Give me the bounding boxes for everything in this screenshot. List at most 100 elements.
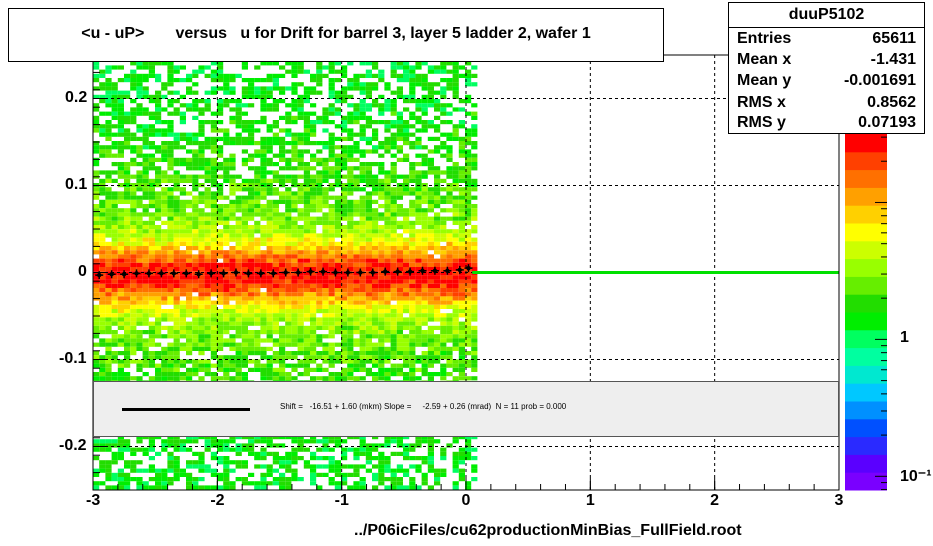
heatmap-cell xyxy=(322,241,329,246)
heatmap-cell xyxy=(254,237,261,242)
heatmap-cell xyxy=(390,283,397,288)
heatmap-cell xyxy=(173,376,180,381)
heatmap-cell xyxy=(347,271,354,276)
heatmap-cell xyxy=(130,288,137,293)
heatmap-cell xyxy=(266,317,273,322)
heatmap-cell xyxy=(235,246,242,251)
heatmap-cell xyxy=(359,477,366,482)
heatmap-cell xyxy=(192,317,199,322)
heatmap-cell xyxy=(427,300,434,305)
heatmap-cell xyxy=(297,258,304,263)
heatmap-cell xyxy=(297,275,304,280)
heatmap-cell xyxy=(130,132,137,137)
heatmap-cell xyxy=(434,107,441,112)
heatmap-cell xyxy=(353,325,360,330)
heatmap-cell xyxy=(316,241,323,246)
heatmap-cell xyxy=(384,82,391,87)
heatmap-cell xyxy=(316,456,323,461)
heatmap-cell xyxy=(93,187,100,192)
heatmap-cell xyxy=(396,237,403,242)
heatmap-cell xyxy=(409,199,416,204)
heatmap-cell xyxy=(248,216,255,221)
heatmap-cell xyxy=(465,73,472,78)
heatmap-cell xyxy=(390,233,397,238)
heatmap-cell xyxy=(452,94,459,99)
heatmap-cell xyxy=(316,204,323,209)
heatmap-cell xyxy=(396,292,403,297)
heatmap-cell xyxy=(396,321,403,326)
heatmap-cell xyxy=(142,90,149,95)
heatmap-cell xyxy=(440,145,447,150)
heatmap-cell xyxy=(415,288,422,293)
heatmap-cell xyxy=(173,216,180,221)
heatmap-cell xyxy=(384,267,391,272)
heatmap-cell xyxy=(198,250,205,255)
heatmap-cell xyxy=(334,472,341,477)
heatmap-cell xyxy=(192,296,199,301)
heatmap-cell xyxy=(210,149,217,154)
heatmap-cell xyxy=(130,338,137,343)
heatmap-cell xyxy=(260,447,267,452)
heatmap-cell xyxy=(217,359,224,364)
heatmap-cell xyxy=(396,225,403,230)
heatmap-cell xyxy=(223,309,230,314)
heatmap-cell xyxy=(372,262,379,267)
heatmap-cell xyxy=(173,439,180,444)
heatmap-cell xyxy=(272,275,279,280)
heatmap-cell xyxy=(105,191,112,196)
heatmap-cell xyxy=(111,275,118,280)
heatmap-cell xyxy=(353,468,360,473)
heatmap-cell xyxy=(458,178,465,183)
heatmap-cell xyxy=(390,351,397,356)
heatmap-cell xyxy=(291,355,298,360)
heatmap-cell xyxy=(359,334,366,339)
heatmap-cell xyxy=(316,183,323,188)
heatmap-cell xyxy=(260,86,267,91)
heatmap-cell xyxy=(396,464,403,469)
heatmap-cell xyxy=(446,321,453,326)
heatmap-cell xyxy=(359,153,366,158)
heatmap-cell xyxy=(111,178,118,183)
heatmap-cell xyxy=(155,174,162,179)
heatmap-cell xyxy=(465,229,472,234)
heatmap-cell xyxy=(396,120,403,125)
heatmap-cell xyxy=(142,317,149,322)
heatmap-cell xyxy=(124,237,131,242)
heatmap-cell xyxy=(390,288,397,293)
heatmap-cell xyxy=(434,241,441,246)
heatmap-cell xyxy=(266,149,273,154)
heatmap-cell xyxy=(198,456,205,461)
heatmap-cell xyxy=(111,124,118,129)
heatmap-cell xyxy=(248,330,255,335)
heatmap-cell xyxy=(396,136,403,141)
heatmap-cell xyxy=(359,338,366,343)
heatmap-cell xyxy=(105,351,112,356)
heatmap-cell xyxy=(409,86,416,91)
heatmap-cell xyxy=(415,267,422,272)
heatmap-cell xyxy=(210,78,217,83)
heatmap-cell xyxy=(272,283,279,288)
heatmap-cell xyxy=(409,330,416,335)
heatmap-cell xyxy=(105,170,112,175)
heatmap-cell xyxy=(266,94,273,99)
heatmap-cell xyxy=(266,468,273,473)
heatmap-cell xyxy=(217,233,224,238)
heatmap-cell xyxy=(465,241,472,246)
heatmap-cell xyxy=(229,90,236,95)
heatmap-cell xyxy=(353,367,360,372)
heatmap-cell xyxy=(192,69,199,74)
heatmap-cell xyxy=(155,229,162,234)
heatmap-cell xyxy=(148,279,155,284)
heatmap-cell xyxy=(328,212,335,217)
heatmap-cell xyxy=(161,359,168,364)
heatmap-cell xyxy=(328,229,335,234)
heatmap-cell xyxy=(241,342,248,347)
heatmap-cell xyxy=(124,233,131,238)
heatmap-cell xyxy=(285,237,292,242)
palette-swatch xyxy=(845,418,887,438)
heatmap-cell xyxy=(235,254,242,259)
heatmap-cell xyxy=(415,204,422,209)
heatmap-cell xyxy=(415,170,422,175)
heatmap-cell xyxy=(186,191,193,196)
heatmap-cell xyxy=(198,313,205,318)
